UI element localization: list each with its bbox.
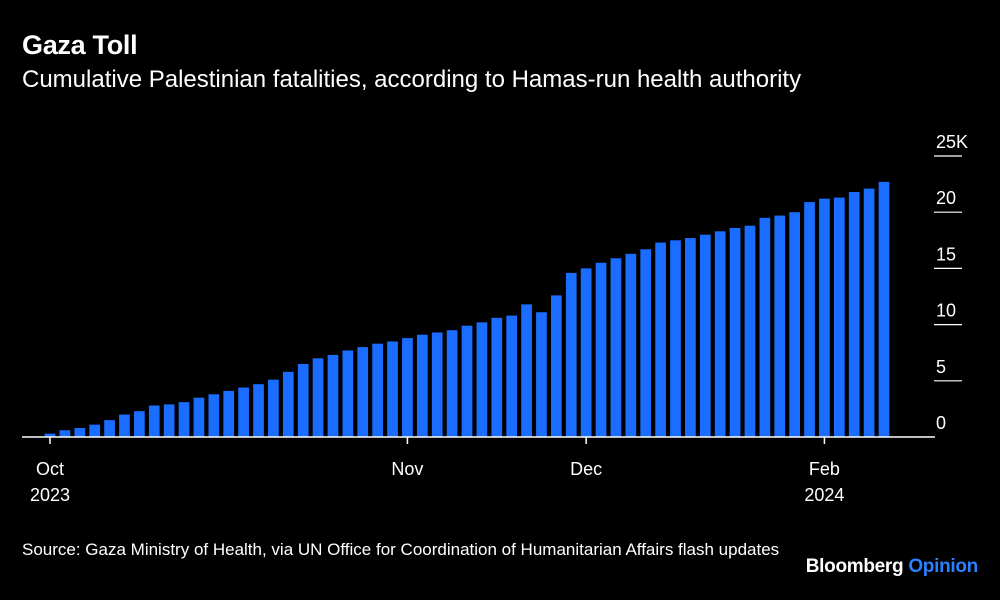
bar (357, 347, 369, 437)
bar (461, 325, 473, 437)
y-axis: 0 5 10 15 20 25K (934, 132, 968, 433)
bar (476, 322, 488, 437)
brand-accent: Opinion (908, 556, 978, 577)
bar (729, 227, 741, 437)
bar (625, 253, 637, 437)
x-tick-label: Feb (809, 459, 840, 479)
bar (193, 397, 205, 437)
bar (804, 202, 815, 437)
bar (521, 304, 532, 437)
bar (327, 354, 339, 437)
x-tick-label: Oct (36, 459, 64, 479)
bar (342, 350, 354, 437)
bar (699, 234, 711, 437)
bar (44, 433, 56, 437)
bar (714, 231, 726, 437)
bar (744, 225, 756, 437)
bar (148, 405, 160, 437)
x-tick-year-label: 2024 (804, 485, 844, 505)
bar (848, 191, 860, 437)
y-tick-label: 5 (936, 357, 946, 377)
bar (268, 379, 279, 437)
bar (640, 249, 652, 437)
bar (74, 428, 86, 437)
bar (580, 268, 592, 437)
y-tick-label: 20 (936, 188, 956, 208)
bar (506, 315, 518, 437)
bar (655, 242, 666, 437)
bar (104, 420, 115, 437)
brand-main: Bloomberg (805, 556, 904, 577)
x-axis: Oct 2023 Nov Dec Feb 2024 (22, 436, 935, 505)
bar (446, 330, 458, 437)
bar (208, 394, 220, 437)
bar (670, 240, 681, 437)
y-tick-label: 10 (936, 301, 956, 321)
bar (134, 411, 145, 437)
bar (759, 217, 771, 437)
bar (819, 198, 830, 437)
bar (878, 181, 890, 437)
source-note: Source: Gaza Ministry of Health, via UN … (22, 540, 780, 559)
bar (833, 197, 845, 437)
bar (297, 363, 309, 437)
bars-group (44, 181, 890, 437)
bar (610, 258, 622, 437)
bar (789, 212, 800, 437)
bar (238, 387, 249, 437)
bar (565, 272, 577, 437)
bar (402, 338, 413, 437)
bar (253, 384, 264, 437)
bar (372, 343, 383, 437)
y-tick-label: 25K (936, 132, 968, 152)
bar (416, 334, 428, 437)
bar (223, 390, 235, 437)
bar (685, 238, 696, 437)
bar (536, 312, 547, 437)
bar (387, 341, 398, 437)
bar (89, 424, 101, 437)
brand-logo: Bloomberg Opinion (805, 556, 979, 578)
x-tick-label: Dec (570, 459, 602, 479)
bar (491, 317, 503, 437)
x-tick-label: Nov (391, 459, 423, 479)
chart-subtitle: Cumulative Palestinian fatalities, accor… (22, 66, 802, 93)
bar (119, 414, 130, 437)
bar (59, 430, 71, 437)
bar (774, 215, 786, 437)
y-tick-label: 15 (936, 244, 956, 264)
bar (551, 295, 562, 437)
y-tick-label: 0 (936, 413, 946, 433)
bar (431, 332, 443, 437)
bar (863, 188, 875, 437)
bar (595, 262, 607, 437)
bar (312, 358, 324, 437)
bar (178, 402, 190, 437)
bar (163, 404, 175, 437)
x-tick-year-label: 2023 (30, 485, 70, 505)
bar (282, 371, 294, 437)
chart-title: Gaza Toll (22, 30, 138, 60)
